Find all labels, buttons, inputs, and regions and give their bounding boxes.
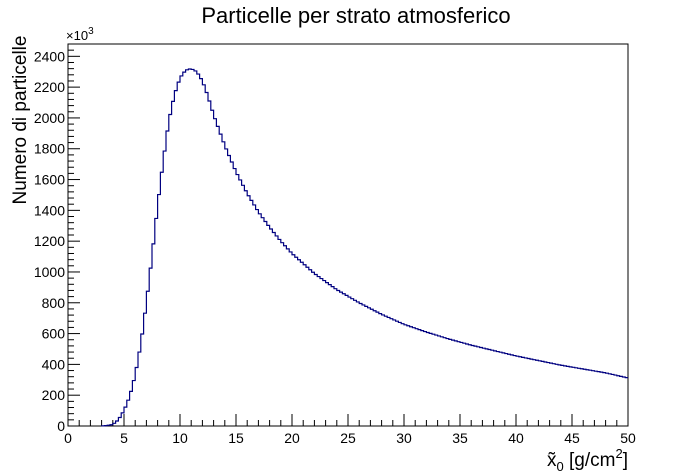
y-axis-multiplier: ×103 (66, 26, 94, 43)
y-tick-label: 600 (42, 326, 66, 342)
x-tick-label: 5 (120, 430, 128, 446)
x-tick-label: 15 (228, 430, 244, 446)
x-tick-label: 25 (340, 430, 356, 446)
y-tick-label: 1200 (34, 233, 65, 249)
x-axis-ticks (67, 414, 629, 426)
chart-title: Particelle per strato atmosferico (201, 3, 510, 28)
x-axis-tick-labels: 0 5 10 15 20 25 30 35 40 45 50 (64, 430, 636, 446)
x-tick-label: 20 (284, 430, 300, 446)
y-tick-label: 1800 (34, 141, 65, 157)
x-tick-label: 40 (508, 430, 524, 446)
x-tick-label: 0 (64, 430, 72, 446)
x-tick-label: 50 (620, 430, 636, 446)
x-tick-label: 45 (564, 430, 580, 446)
y-tick-label: 200 (42, 387, 66, 403)
y-tick-label: 0 (57, 418, 65, 434)
y-tick-label: 1400 (34, 202, 65, 218)
y-axis-tick-labels: 0 200 400 600 800 1000 1200 1400 1600 1800 2000 220… (34, 48, 65, 434)
x-tick-label: 10 (172, 430, 188, 446)
y-tick-label: 1600 (34, 172, 65, 188)
y-tick-label: 400 (42, 356, 66, 372)
x-tick-label: 30 (396, 430, 412, 446)
y-tick-label: 2400 (34, 48, 65, 64)
y-axis-label: Numero di particelle (10, 36, 31, 205)
y-tick-label: 2200 (34, 79, 65, 95)
y-axis-ticks (68, 43, 80, 427)
histogram-series-line (101, 68, 628, 427)
x-tick-label: 35 (452, 430, 468, 446)
y-tick-label: 800 (42, 295, 66, 311)
y-tick-label: 2000 (34, 110, 65, 126)
plot-frame (67, 43, 629, 427)
x-axis-label: x̃0 [g/cm2] (547, 446, 628, 474)
y-tick-label: 1000 (34, 264, 65, 280)
